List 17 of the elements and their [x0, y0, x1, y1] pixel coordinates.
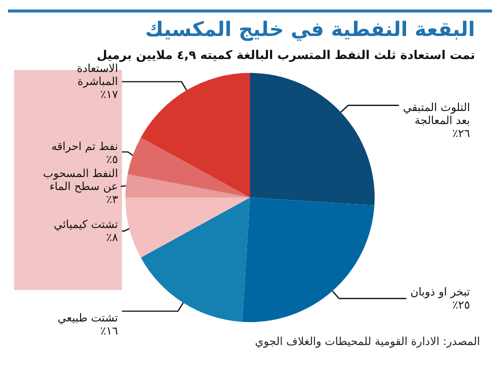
data-label: ١٦٪: [100, 324, 118, 338]
slice-label: نفط تم احراقه: [51, 140, 118, 154]
slice-label: تبخر او ذوبان: [410, 286, 470, 299]
data-label: ٨٪: [106, 231, 118, 244]
slice-label: الاستعادة المباشرة: [76, 62, 118, 88]
slice-label: التلوث المتبقي بعد المعالجة: [402, 101, 470, 128]
data-label: ١٧٪: [100, 88, 118, 102]
data-label: ٢٦٪: [452, 127, 470, 140]
text: المصدر: الادارة القومية للمحيطات والغلاف الجوي: [255, 335, 480, 348]
data-label: ٥٪: [106, 153, 118, 166]
chart-subtitle: تمت استعادة ثلث النفط المتسرب البالغة كميته ٤,٩ ملايين برميل: [96, 48, 476, 62]
data-label: ٣٪: [106, 192, 118, 206]
slice-label: تشتت طبيعي: [58, 312, 118, 325]
slice-label: النفط المسحوب عن سطح الماء: [43, 166, 118, 193]
data-label: ٢٥٪: [452, 298, 470, 312]
slice-label: تشتت كيميائي: [54, 218, 118, 232]
chart-title: البقعة النفطية في خليج المكسيك: [145, 17, 475, 41]
